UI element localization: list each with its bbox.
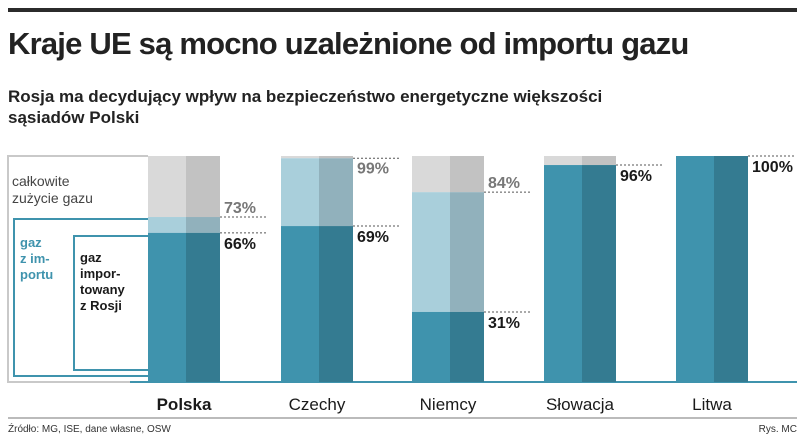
bar-polska-russia-label: 66% bbox=[224, 236, 256, 253]
legend-total-line2: zużycie gazu bbox=[12, 190, 93, 206]
bar-polska-total-side bbox=[186, 156, 220, 218]
bar-litwa-russia-front bbox=[676, 156, 714, 382]
bar-niemcy-russia-side-shade bbox=[450, 311, 484, 382]
legend-imported-line1: gaz bbox=[20, 235, 42, 250]
bar-słowacja-russia-side bbox=[582, 165, 616, 382]
bar-czechy-imported-front bbox=[281, 158, 319, 227]
bar-niemcy-total-side-shade bbox=[450, 156, 484, 193]
bar-polska-imported-side-shade bbox=[186, 217, 220, 233]
bar-polska-category-label: Polska bbox=[157, 395, 212, 414]
bar-słowacja-total-front bbox=[544, 156, 582, 166]
credit-note: Rys. MC bbox=[758, 424, 797, 435]
bar-czechy-total-side-shade bbox=[319, 156, 353, 159]
bar-polska-imported-label: 73% bbox=[224, 200, 256, 217]
bar-polska-imported-front bbox=[148, 217, 186, 233]
bar-niemcy-imported-side-shade bbox=[450, 192, 484, 312]
legend-bracket-russia bbox=[73, 235, 148, 371]
bar-niemcy-russia-front bbox=[412, 311, 450, 382]
bar-czechy-total-side bbox=[319, 156, 353, 159]
bar-polska-total-side-shade bbox=[186, 156, 220, 218]
bar-litwa-russia-side-shade bbox=[714, 156, 748, 382]
bar-słowacja-total-side bbox=[582, 156, 616, 166]
legend-russia-line3: towany bbox=[80, 282, 126, 297]
bar-niemcy-imported-side bbox=[450, 192, 484, 312]
bar-litwa-category-label: Litwa bbox=[692, 395, 732, 414]
bar-niemcy-total-front bbox=[412, 156, 450, 193]
page-title: Kraje UE są mocno uzależnione od importu… bbox=[8, 26, 689, 61]
bar-polska-russia-side-shade bbox=[186, 232, 220, 382]
bar-czechy-russia-front bbox=[281, 226, 319, 382]
bar-niemcy-total-side bbox=[450, 156, 484, 193]
bar-słowacja-category-label: Słowacja bbox=[546, 395, 615, 414]
bar-niemcy-imported-label: 84% bbox=[488, 175, 520, 192]
legend-total-line1: całkowite bbox=[12, 173, 70, 189]
bar-czechy-total-front bbox=[281, 156, 319, 159]
legend-russia-line1: gaz bbox=[80, 250, 102, 265]
bar-czechy-imported-side-shade bbox=[319, 158, 353, 227]
bars-group: 73% 66% Polska 99% 69% Czechy 84% 31% Niemcy 96% S… bbox=[148, 155, 794, 414]
bar-słowacja-total-side-shade bbox=[582, 156, 616, 166]
bar-słowacja-russia-label: 96% bbox=[620, 168, 652, 185]
bar-litwa-russia-label: 100% bbox=[752, 159, 793, 176]
legend-bracket-imported bbox=[13, 218, 148, 377]
page-subtitle: Rosja ma decydujący wpływ na bezpieczeńs… bbox=[8, 87, 603, 127]
bar-litwa-russia-side bbox=[714, 156, 748, 382]
bar-polska-total-front bbox=[148, 156, 186, 218]
bar-czechy-russia-label: 69% bbox=[357, 229, 389, 246]
bar-słowacja-russia-front bbox=[544, 165, 582, 382]
bar-polska-russia-side bbox=[186, 232, 220, 382]
legend-russia-line2: impor- bbox=[80, 266, 120, 281]
bar-czechy-imported-side bbox=[319, 158, 353, 227]
legend-bracket-total bbox=[7, 155, 148, 383]
source-note: Źródło: MG, ISE, dane własne, OSW bbox=[8, 424, 171, 435]
bar-czechy-imported-label: 99% bbox=[357, 160, 389, 177]
legend-imported-line2: z im- bbox=[20, 251, 50, 266]
top-rule bbox=[8, 8, 797, 12]
bar-czechy-russia-side bbox=[319, 226, 353, 382]
bar-niemcy-category-label: Niemcy bbox=[420, 395, 477, 414]
bar-polska-imported-side bbox=[186, 217, 220, 233]
bar-polska-russia-front bbox=[148, 232, 186, 382]
bar-słowacja-russia-side-shade bbox=[582, 165, 616, 382]
bar-niemcy-imported-front bbox=[412, 192, 450, 312]
bar-niemcy-russia-side bbox=[450, 311, 484, 382]
legend-russia-line4: z Rosji bbox=[80, 298, 122, 313]
bar-niemcy-russia-label: 31% bbox=[488, 315, 520, 332]
legend-imported-line3: portu bbox=[20, 267, 53, 282]
bar-czechy-category-label: Czechy bbox=[289, 395, 346, 414]
bar-czechy-russia-side-shade bbox=[319, 226, 353, 382]
